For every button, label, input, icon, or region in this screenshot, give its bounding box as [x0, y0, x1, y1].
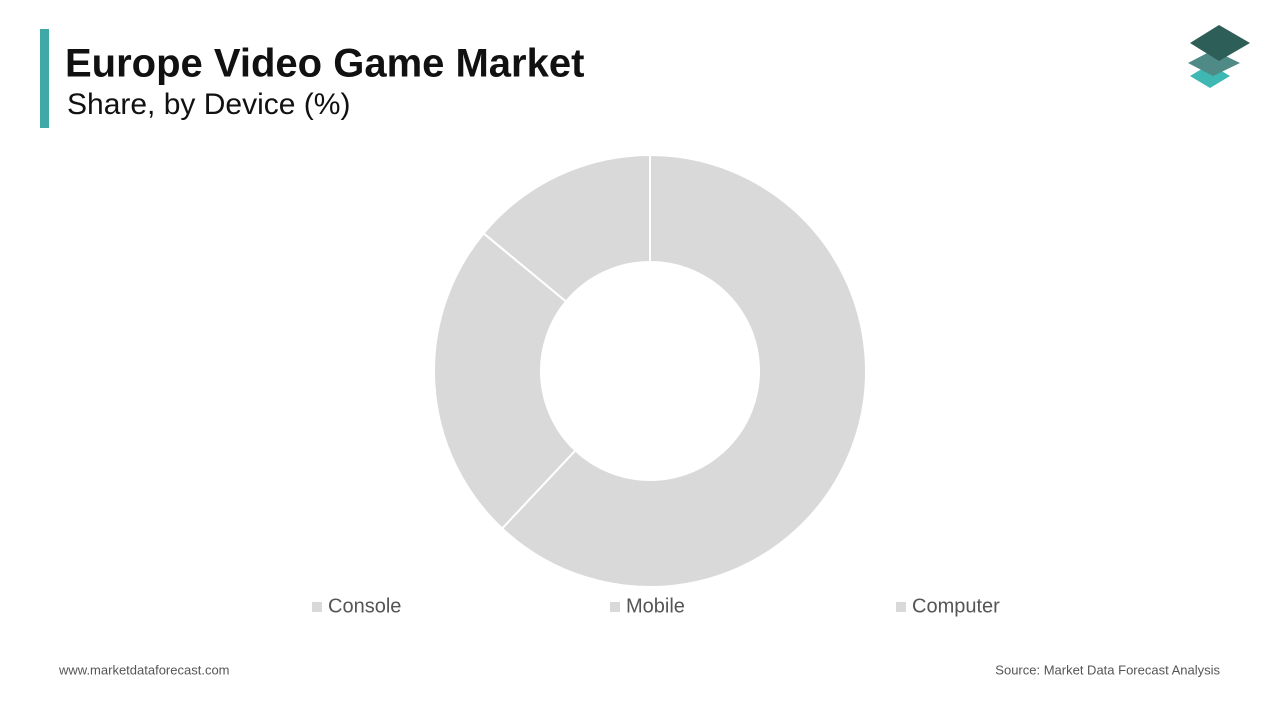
- title-accent: [40, 29, 49, 128]
- logo: [1188, 25, 1250, 88]
- legend-swatch: [896, 602, 906, 612]
- source: Source: Market Data Forecast Analysis: [995, 662, 1220, 677]
- legend-swatch: [312, 602, 322, 612]
- donut-segment: [500, 153, 867, 588]
- website: www.marketdataforecast.com: [58, 662, 230, 677]
- legend-label: Mobile: [626, 595, 685, 617]
- legend-swatch: [610, 602, 620, 612]
- legend-label: Computer: [912, 595, 1000, 617]
- donut-segment: [482, 153, 651, 303]
- legend-label: Console: [328, 595, 401, 617]
- chart-title: Europe Video Game Market: [65, 42, 584, 86]
- donut-segment: [433, 231, 577, 530]
- chart-subtitle: Share, by Device (%): [67, 88, 350, 121]
